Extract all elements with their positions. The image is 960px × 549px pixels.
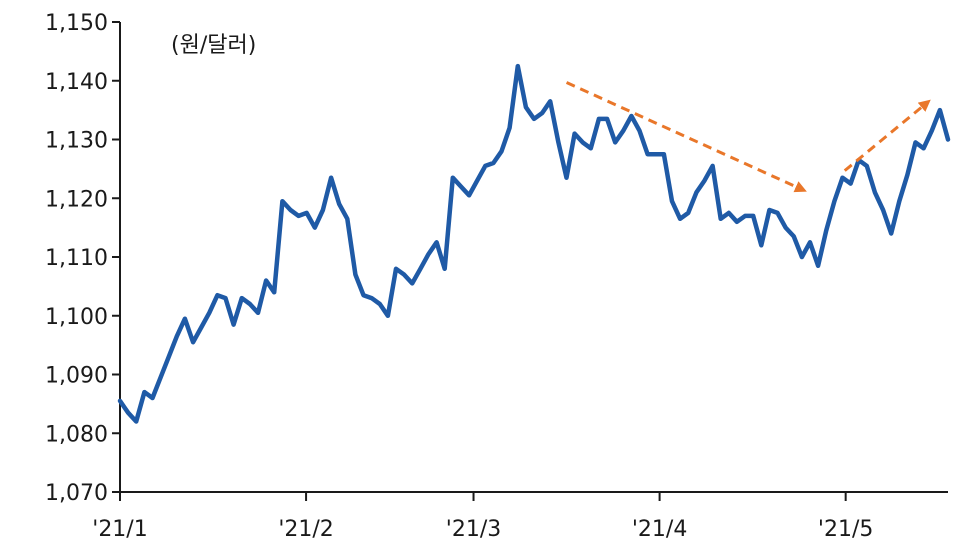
y-tick-label: 1,120	[45, 187, 108, 212]
x-tick-label: '21/1	[92, 517, 147, 542]
y-tick-label: 1,150	[45, 11, 108, 36]
annotation-group	[565, 81, 931, 193]
trend-arrow-annotation	[843, 99, 931, 172]
x-tick-label: '21/3	[446, 517, 501, 542]
series-line	[117, 63, 951, 424]
y-tick-label: 1,070	[45, 481, 108, 506]
unit-label: (원/달러)	[171, 33, 256, 58]
y-tick-label: 1,140	[45, 70, 108, 95]
x-tick-label: '21/5	[818, 517, 873, 542]
series-group	[117, 63, 951, 424]
y-tick-label: 1,090	[45, 364, 108, 389]
y-tick-label: 1,110	[45, 246, 108, 271]
y-tick-label: 1,080	[45, 422, 108, 447]
trend-arrow-annotation	[565, 81, 807, 193]
x-tick-label: '21/2	[278, 517, 333, 542]
y-tick-label: 1,100	[45, 305, 108, 330]
y-axis-ticks: 1,070 1,080 1,090 1,100 1,110 1,120 1,130 1,140…	[45, 11, 120, 506]
x-axis-ticks: '21/1 '21/2 '21/3 '21/4 '21/5	[92, 492, 873, 542]
y-tick-label: 1,130	[45, 129, 108, 154]
x-tick-label: '21/4	[632, 517, 687, 542]
